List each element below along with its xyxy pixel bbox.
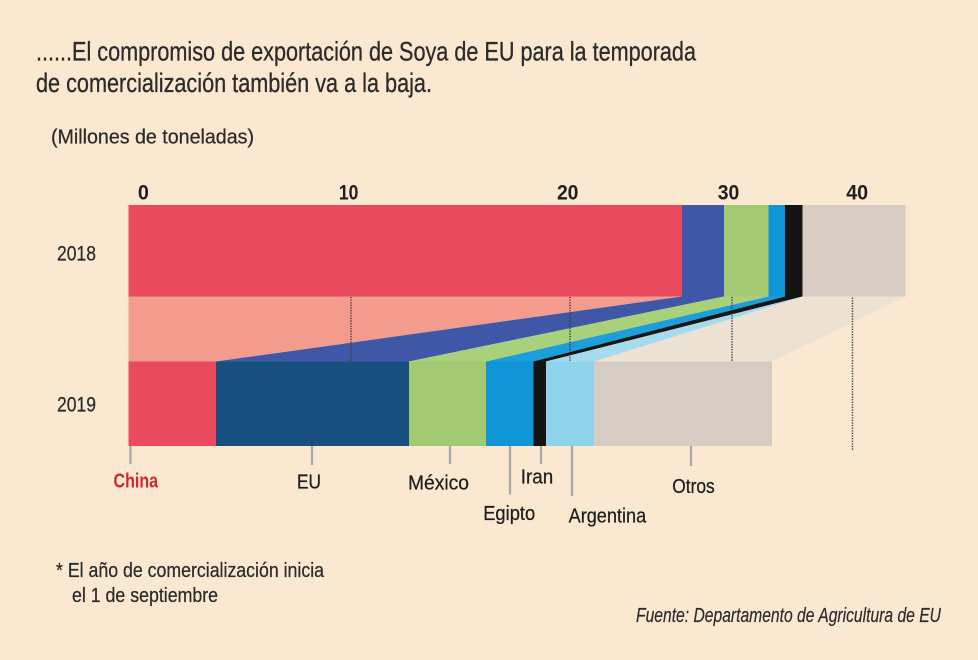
svg-text:México: México: [408, 473, 469, 495]
svg-text:0: 0: [138, 180, 149, 204]
svg-text:Egipto: Egipto: [483, 503, 535, 525]
svg-text:Argentina: Argentina: [569, 506, 647, 528]
svg-text:Iran: Iran: [521, 467, 554, 489]
svg-text:2019: 2019: [57, 393, 96, 417]
svg-text:China: China: [114, 471, 159, 493]
svg-text:* El año de comercialización i: * El año de comercialización inicia: [56, 560, 325, 582]
svg-text:Otros: Otros: [672, 476, 715, 498]
svg-text:40: 40: [846, 180, 868, 204]
svg-text:30: 30: [718, 180, 740, 204]
svg-text:EU: EU: [297, 472, 321, 494]
svg-text:de comercialización también va: de comercialización también va a la baja…: [36, 67, 432, 98]
svg-text:2018: 2018: [57, 242, 96, 266]
svg-text:10: 10: [339, 180, 359, 204]
svg-text:20: 20: [557, 180, 579, 204]
svg-text:......El compromiso de exporta: ......El compromiso de exportación de So…: [36, 35, 697, 66]
svg-text:el 1 de septiembre: el 1 de septiembre: [72, 585, 218, 607]
svg-text:Fuente: Departamento de Agricu: Fuente: Departamento de Agricultura de E…: [636, 605, 941, 627]
svg-text:(Millones de toneladas): (Millones de toneladas): [51, 127, 254, 149]
